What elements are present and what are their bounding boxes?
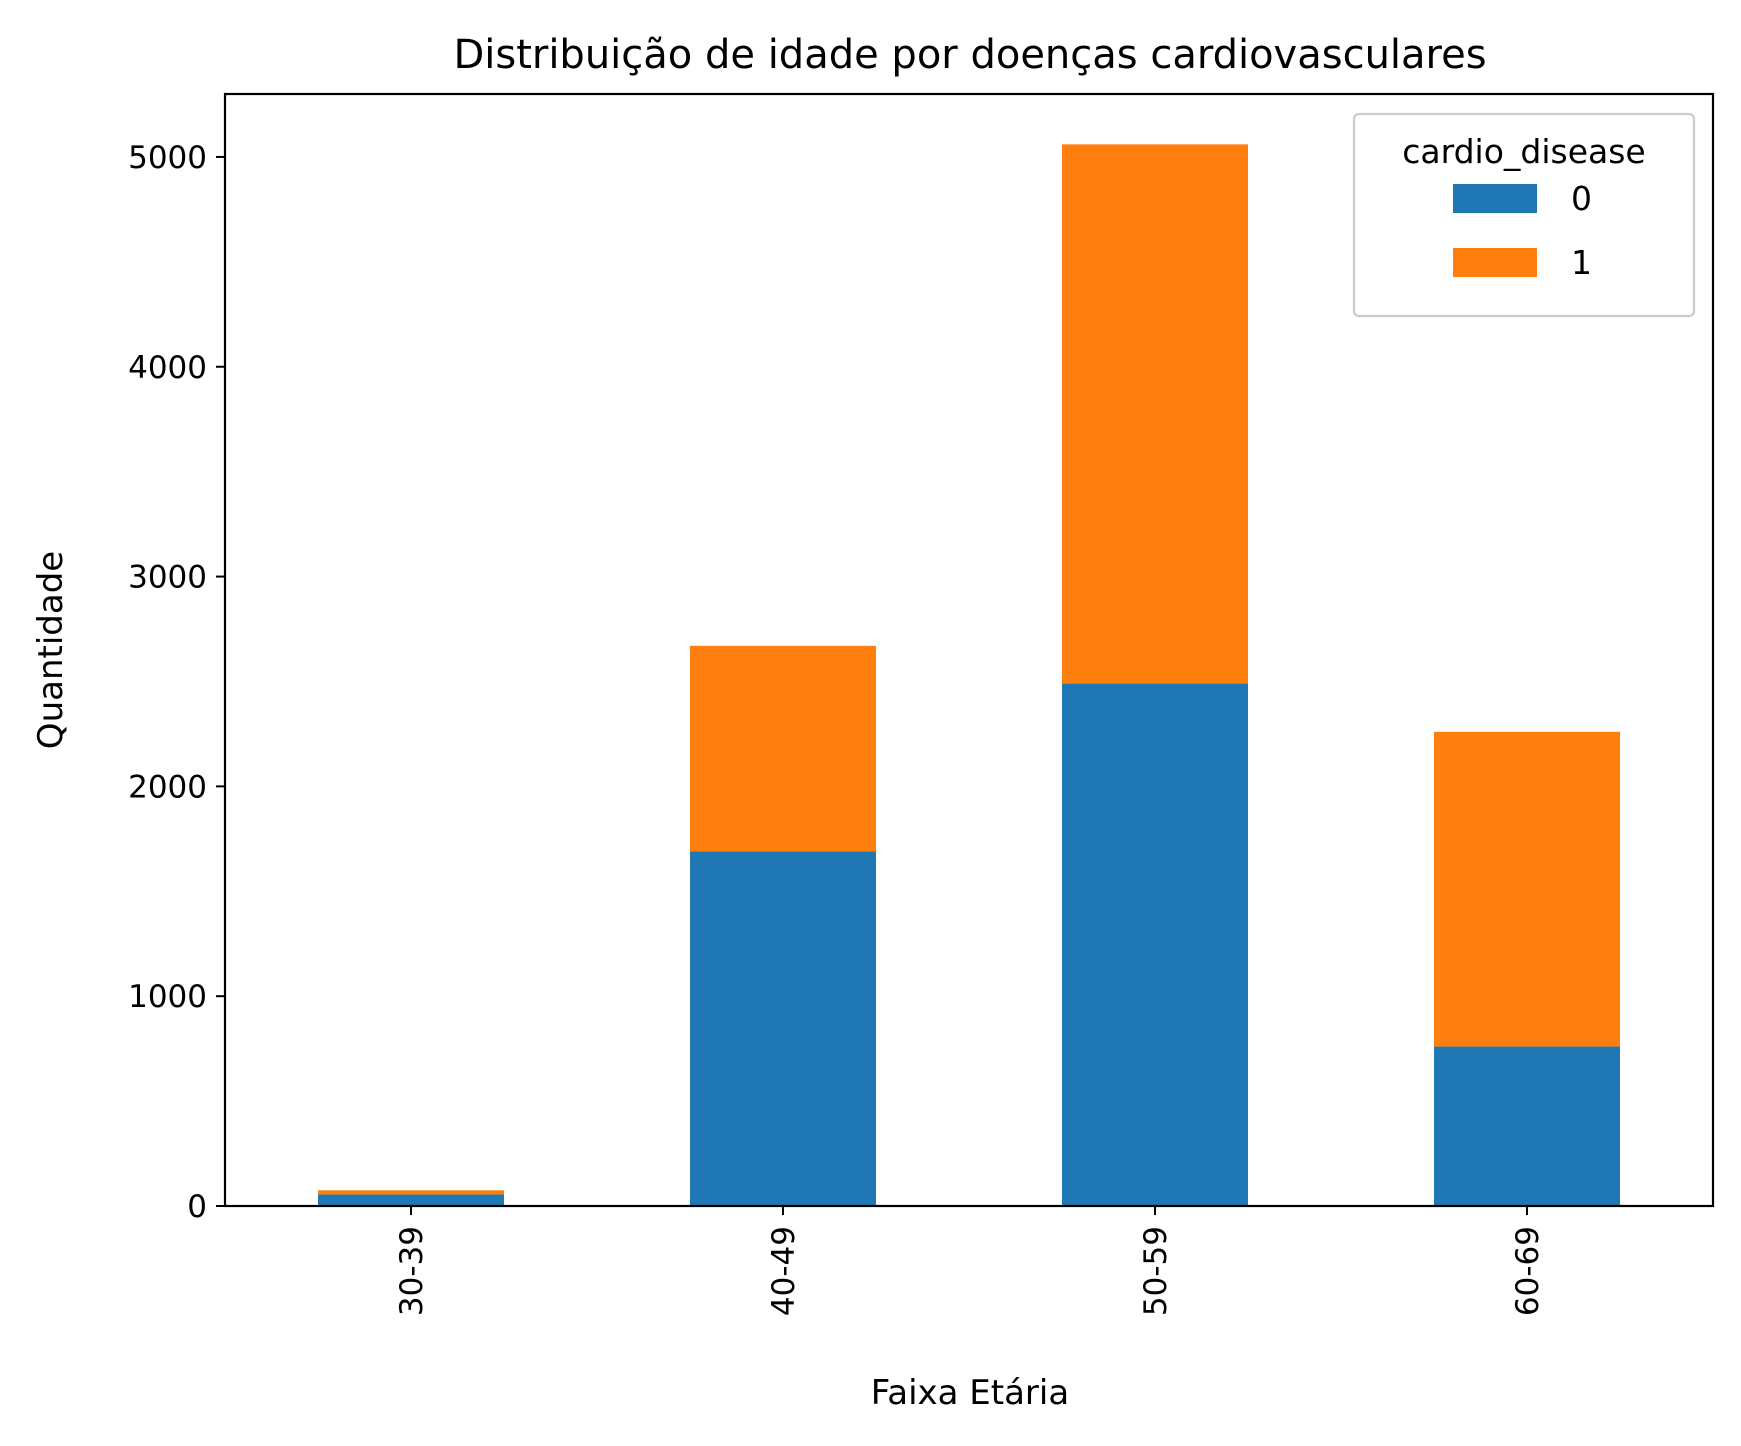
y-tick-label: 1000: [128, 979, 207, 1015]
x-axis-label: Faixa Etária: [871, 1373, 1069, 1413]
legend-swatch-series-0: [1453, 184, 1537, 213]
legend-label-series-0: 0: [1571, 179, 1592, 218]
x-tick-label: 40-49: [766, 1226, 802, 1316]
bar-30-39-series-1: [318, 1190, 504, 1195]
y-tick-label: 3000: [128, 560, 207, 596]
x-tick-label: 30-39: [394, 1226, 430, 1316]
legend-label-series-1: 1: [1571, 243, 1592, 282]
y-tick-label: 4000: [128, 350, 207, 386]
bar-30-39-series-0: [318, 1194, 504, 1206]
x-tick-label: 60-69: [1510, 1226, 1546, 1316]
bar-60-69-series-1: [1434, 731, 1620, 1047]
legend-title: cardio_disease: [1402, 132, 1646, 171]
x-axis-ticks: 30-39 40-49 50-59 60-69: [394, 1206, 1546, 1316]
y-axis-ticks: 0 1000 2000 3000 4000 5000: [128, 140, 225, 1225]
bar-40-49-series-1: [690, 645, 876, 852]
legend: cardio_disease 01: [1352, 112, 1696, 318]
y-tick-label: 2000: [128, 769, 207, 805]
chart-title: Distribuição de idade por doenças cardio…: [453, 32, 1486, 78]
x-tick-label: 50-59: [1138, 1226, 1174, 1316]
legend-entries: 01: [1453, 179, 1592, 282]
y-tick-label: 5000: [128, 140, 207, 176]
y-axis-label: Quantidade: [31, 551, 71, 749]
plot-area-frame: [223, 92, 1715, 1208]
bar-50-59-series-0: [1062, 683, 1248, 1206]
bars-layer: [318, 144, 1620, 1206]
bar-40-49-series-0: [690, 851, 876, 1206]
legend-frame: [1352, 112, 1696, 318]
legend-swatch-series-1: [1453, 248, 1537, 277]
y-tick-label: 0: [187, 1189, 207, 1225]
bar-50-59-series-1: [1062, 144, 1248, 684]
bar-60-69-series-0: [1434, 1046, 1620, 1206]
